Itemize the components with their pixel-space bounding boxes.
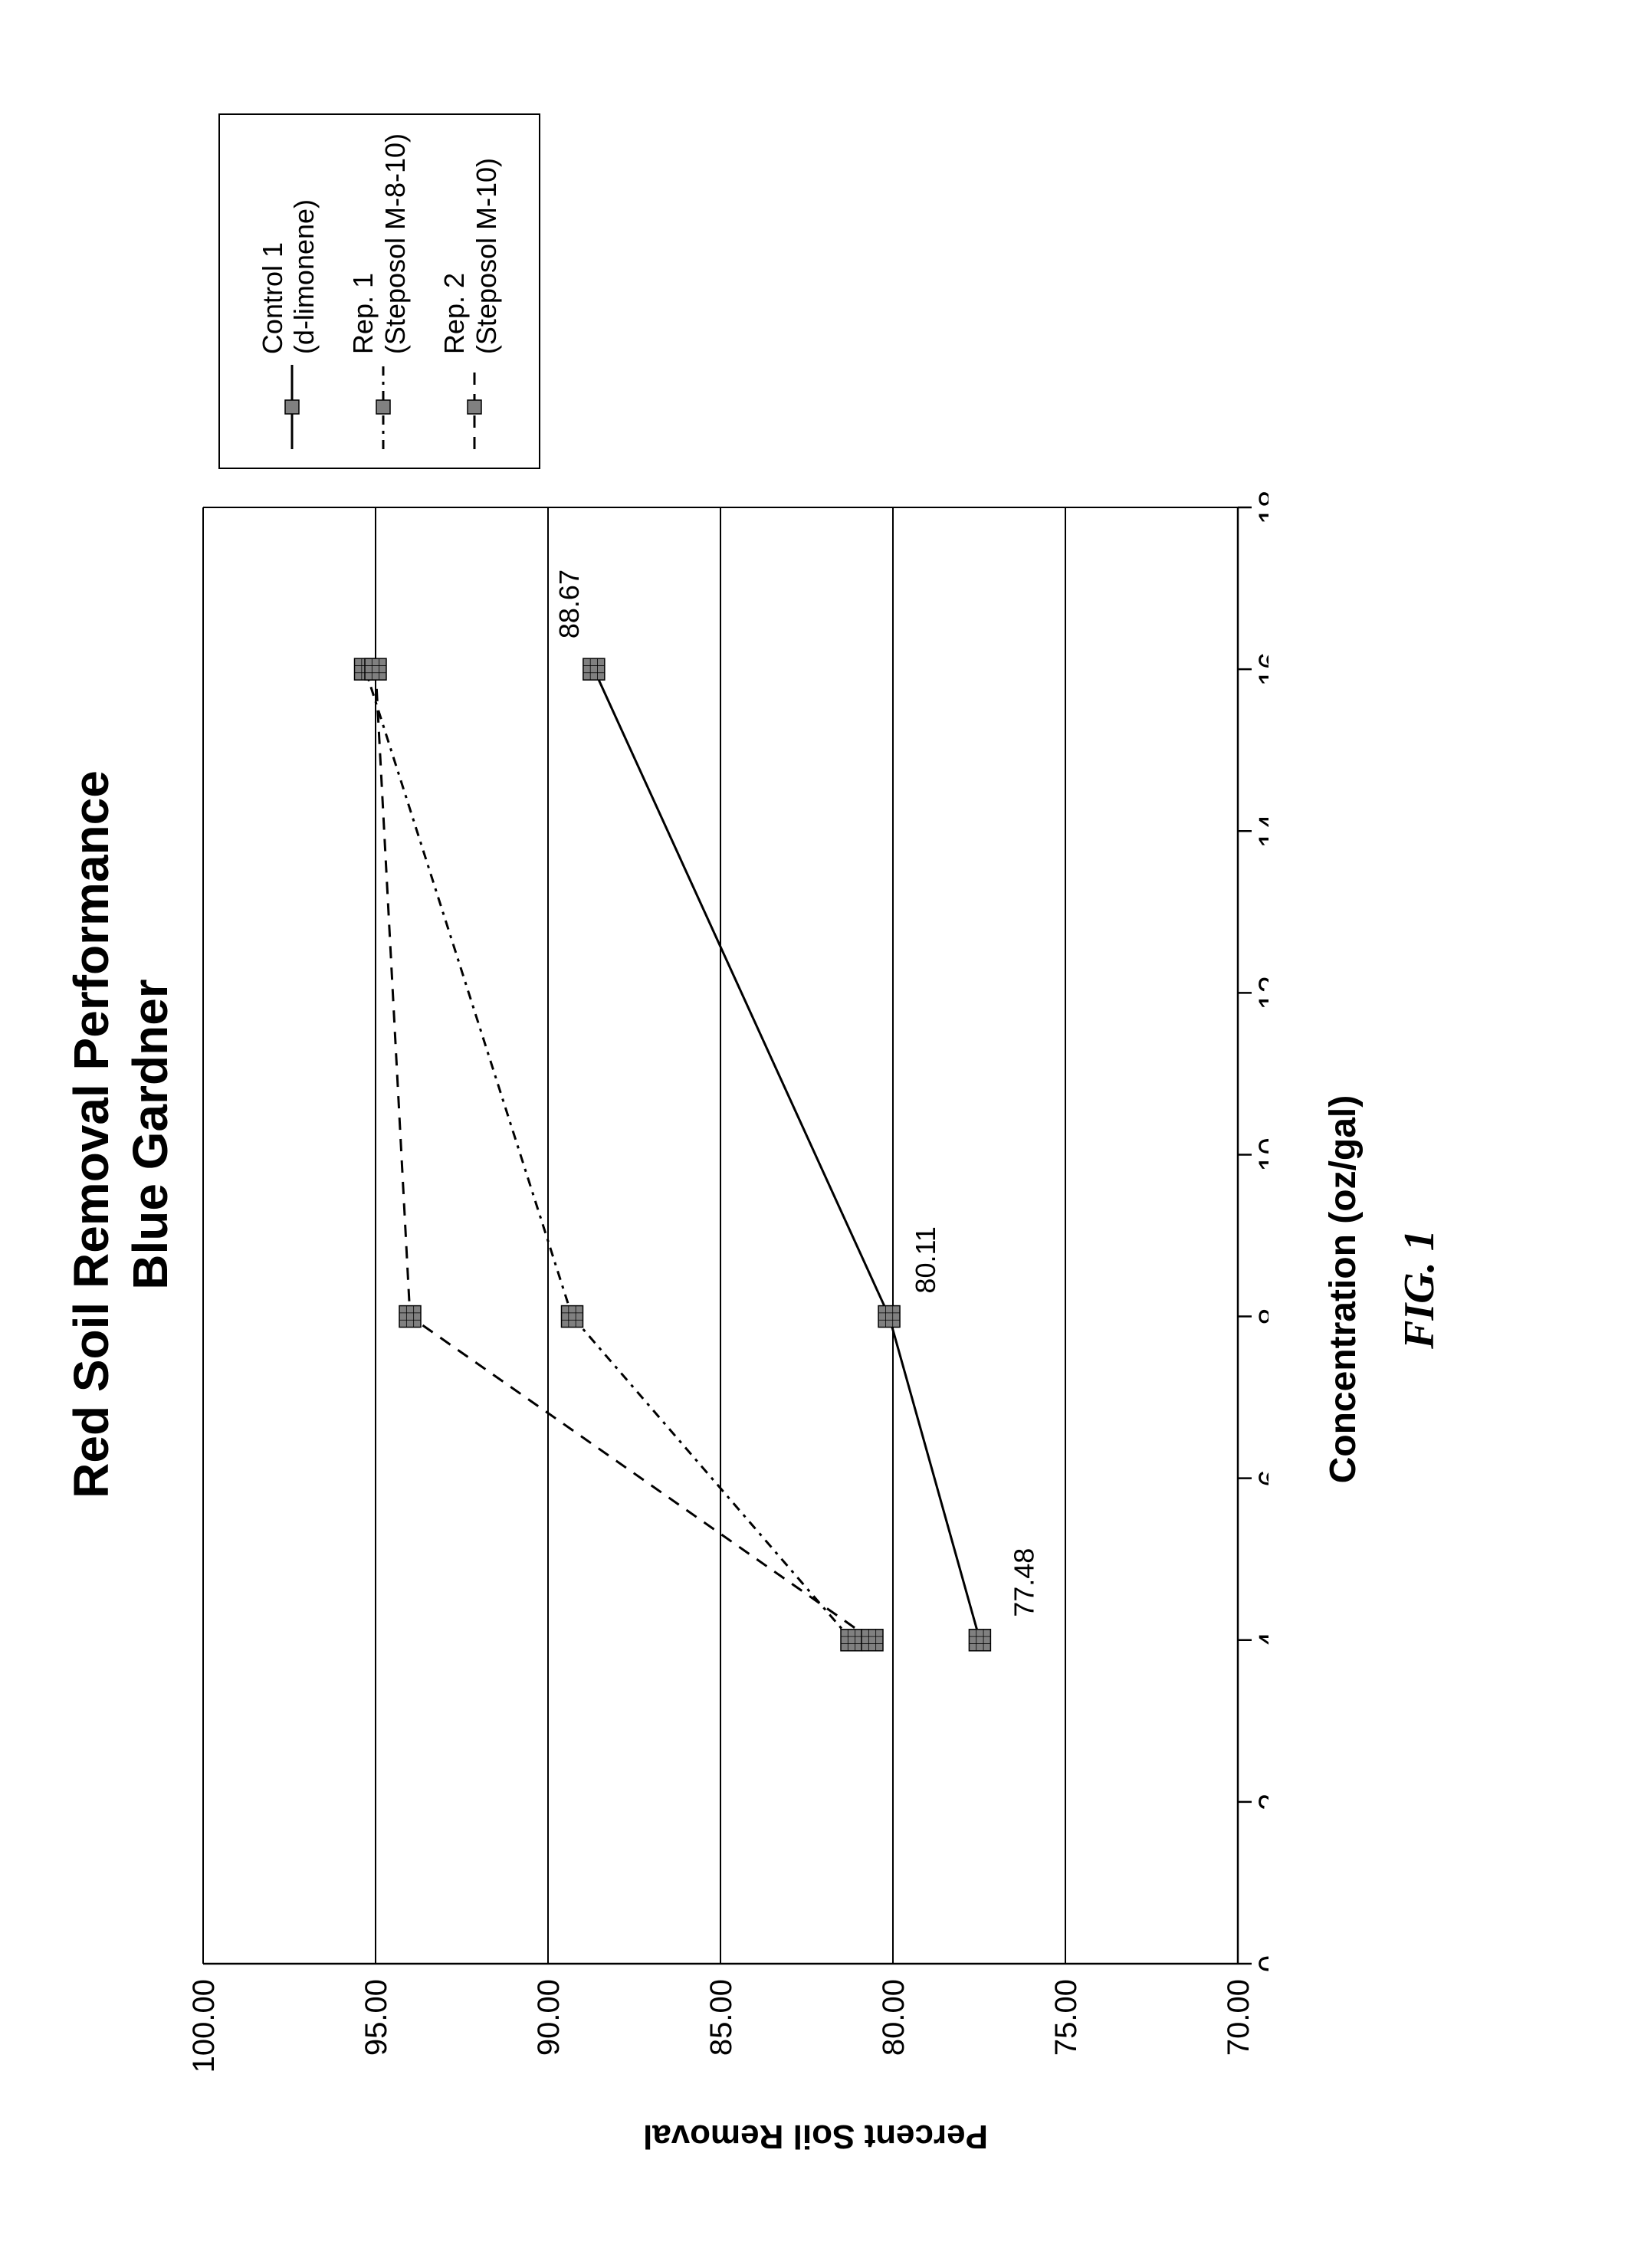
chart-title: Red Soil Removal Performance Blue Gardne…: [62, 770, 180, 1498]
svg-text:18: 18: [1252, 492, 1268, 524]
svg-text:0: 0: [1252, 1955, 1268, 1971]
svg-text:2: 2: [1252, 1793, 1268, 1810]
legend-label-rep2: Rep. 2 (Steposol M-10): [438, 157, 502, 353]
legend: Control 1 (d-limonene) Rep. 1 (Steposol M…: [218, 113, 540, 468]
svg-text:80.11: 80.11: [909, 1226, 940, 1293]
svg-text:14: 14: [1252, 814, 1268, 848]
plot-area: 70.00 75.00 80.00 85.00 90.00 95.00 100.00 0 2 4 6…: [187, 492, 1268, 2086]
svg-text:90.00: 90.00: [531, 1979, 565, 2056]
svg-text:4: 4: [1252, 1631, 1268, 1648]
chart-title-line2: Blue Gardner: [122, 979, 177, 1289]
plot-and-legend-row: Percent Soil Removal 70.00 75.00 80.00 85.0…: [187, 113, 1443, 2155]
svg-text:75.00: 75.00: [1049, 1979, 1082, 2056]
svg-text:88.67: 88.67: [553, 569, 584, 638]
svg-text:6: 6: [1252, 1469, 1268, 1486]
rotated-container: Red Soil Removal Performance Blue Gardne…: [54, 61, 1587, 2207]
chart-container: Red Soil Removal Performance Blue Gardne…: [54, 61, 1587, 2207]
svg-text:77.48: 77.48: [1007, 1548, 1039, 1616]
legend-sample-rep2: [459, 365, 481, 449]
svg-text:8: 8: [1252, 1308, 1268, 1324]
svg-text:10: 10: [1252, 1137, 1268, 1172]
chart-title-line1: Red Soil Removal Performance: [64, 770, 119, 1498]
x-axis-label: Concentration (oz/gal): [1321, 492, 1364, 2086]
legend-label-rep1: Rep. 1 (Steposol M-8-10): [347, 133, 411, 353]
page-root: Red Soil Removal Performance Blue Gardne…: [0, 0, 1641, 2268]
legend-item-rep2: Rep. 2 (Steposol M-10): [425, 133, 516, 448]
svg-text:70.00: 70.00: [1221, 1979, 1255, 2056]
legend-label-control1: Control 1 (d-limonene): [256, 199, 320, 353]
svg-text:12: 12: [1252, 976, 1268, 1010]
legend-item-control1: Control 1 (d-limonene): [242, 133, 333, 448]
legend-item-rep1: Rep. 1 (Steposol M-8-10): [333, 133, 425, 448]
figure-caption: FIG. 1: [1394, 1229, 1443, 1349]
svg-text:95.00: 95.00: [359, 1979, 392, 2056]
legend-sample-control1: [277, 365, 298, 449]
svg-text:85.00: 85.00: [704, 1979, 737, 2056]
legend-sample-rep1: [368, 365, 389, 449]
svg-text:100.00: 100.00: [187, 1979, 220, 2073]
plot-column: 70.00 75.00 80.00 85.00 90.00 95.00 100.00 0 2 4 6…: [187, 492, 1443, 2086]
y-axis-label: Percent Soil Removal: [643, 2117, 988, 2155]
svg-text:16: 16: [1252, 652, 1268, 686]
svg-text:80.00: 80.00: [876, 1979, 910, 2056]
